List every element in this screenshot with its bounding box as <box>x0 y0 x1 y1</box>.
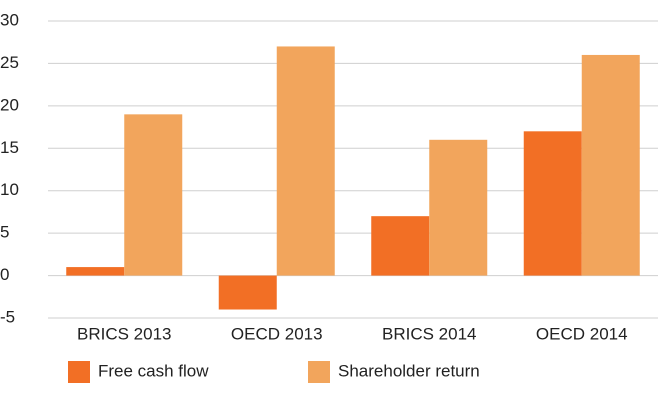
bar <box>581 54 640 276</box>
bar <box>523 131 582 276</box>
x-tick-label: OECD 2014 <box>536 324 628 343</box>
y-tick-label: 10 <box>0 180 19 199</box>
legend-label: Free cash flow <box>98 361 209 380</box>
x-tick-label: OECD 2013 <box>231 324 323 343</box>
x-tick-label: BRICS 2013 <box>77 324 172 343</box>
bar <box>276 46 335 276</box>
bar <box>371 216 430 276</box>
y-tick-label: 0 <box>0 265 9 284</box>
bar <box>218 275 277 310</box>
y-tick-label: 5 <box>0 223 9 242</box>
bar <box>66 267 125 276</box>
y-tick-label: 15 <box>0 138 19 157</box>
y-tick-label: -5 <box>0 307 15 326</box>
y-tick-label: 25 <box>0 53 19 72</box>
x-tick-label: BRICS 2014 <box>382 324 477 343</box>
legend-label: Shareholder return <box>338 361 480 380</box>
legend-swatch <box>308 361 330 383</box>
legend-swatch <box>68 361 90 383</box>
y-tick-label: 20 <box>0 95 19 114</box>
bar <box>429 139 488 276</box>
y-tick-label: 30 <box>0 10 19 29</box>
bar <box>124 114 183 276</box>
